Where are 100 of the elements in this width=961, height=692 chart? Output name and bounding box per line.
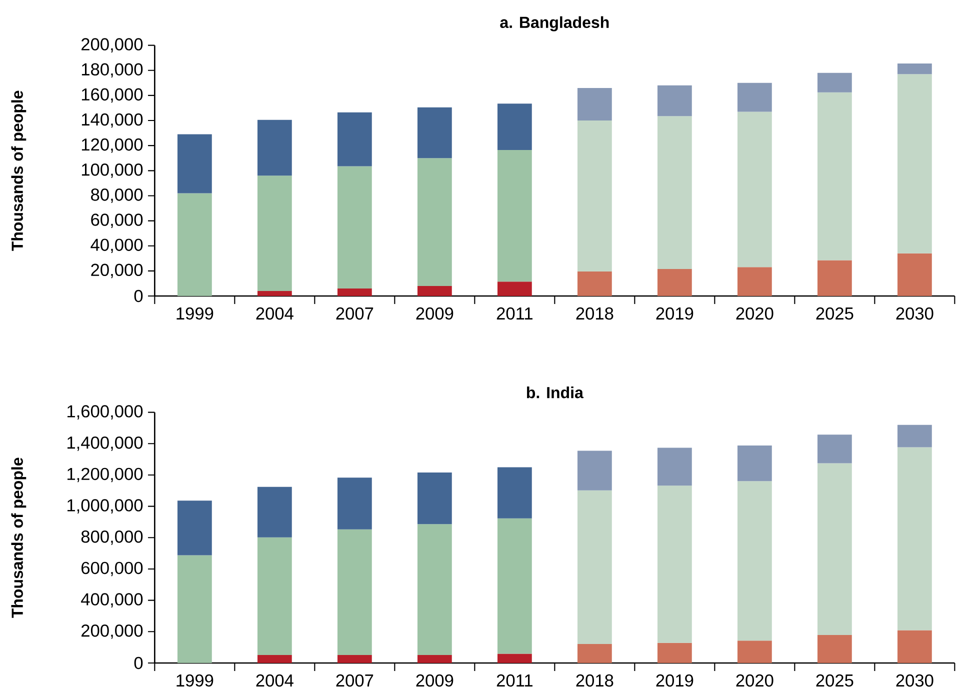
bar (177, 134, 212, 194)
bar (417, 107, 452, 158)
bar (657, 642, 692, 663)
x-tick-label: 1999 (176, 307, 214, 320)
y-axis-title: Thousands of people (11, 458, 26, 618)
y-tick-label: 20,000 (91, 264, 143, 278)
y-tick-label: 80,000 (91, 188, 143, 203)
y-tick-label: 0 (134, 656, 143, 670)
y-tick-label: 1,200,000 (68, 468, 143, 482)
bar (177, 193, 212, 296)
bar (177, 500, 212, 556)
y-tick-label: 0 (134, 290, 143, 302)
bar (897, 74, 932, 254)
bar (257, 486, 292, 538)
bar (657, 448, 692, 486)
bar (657, 269, 692, 296)
bar (337, 654, 372, 663)
bar (737, 446, 772, 482)
y-tick-label: 180,000 (82, 63, 143, 78)
x-tick-label: 2030 (896, 674, 934, 687)
x-tick-label: 2011 (496, 674, 532, 687)
x-tick-label: 2011 (496, 307, 532, 320)
y-tick-label: 60,000 (91, 214, 143, 228)
x-tick-label: 2009 (416, 674, 454, 687)
bar (737, 640, 772, 663)
bar (817, 92, 852, 260)
bar (817, 463, 852, 635)
y-tick-label: 1,000,000 (68, 499, 143, 514)
bar (577, 88, 612, 121)
y-tick-label: 600,000 (82, 562, 143, 576)
bar (897, 253, 932, 296)
y-axis-title: Thousands of people (11, 90, 26, 251)
x-tick-label: 2009 (416, 307, 454, 320)
bar (897, 424, 932, 448)
bar (657, 85, 692, 116)
x-tick-label: 2007 (336, 307, 374, 320)
chart-title: b. India (526, 386, 584, 398)
y-tick-label: 120,000 (82, 138, 143, 153)
bar (257, 120, 292, 176)
y-tick-label: 1,400,000 (68, 436, 143, 451)
bar (817, 72, 852, 92)
x-tick-label: 2025 (816, 674, 854, 687)
y-tick-label: 400,000 (81, 593, 143, 608)
bar (897, 64, 932, 74)
y-tick-label: 160,000 (82, 88, 143, 103)
x-tick-label: 2019 (656, 307, 694, 320)
bar (657, 116, 692, 270)
x-tick-label: 2004 (256, 307, 294, 320)
chart-title: a. Bangladesh (500, 16, 609, 32)
y-tick-label: 800,000 (81, 530, 143, 545)
x-tick-label: 2018 (576, 307, 614, 320)
bar (497, 518, 532, 654)
bar (817, 434, 852, 464)
bar (577, 644, 612, 663)
x-tick-label: 2020 (736, 307, 774, 320)
bar (737, 82, 772, 112)
x-tick-label: 2018 (576, 674, 614, 687)
bar (737, 267, 772, 296)
x-tick-label: 2004 (256, 674, 294, 687)
x-tick-label: 2020 (736, 674, 774, 687)
bar (417, 158, 452, 286)
bar (337, 529, 372, 655)
bar (417, 524, 452, 655)
x-tick-label: 2030 (896, 307, 934, 320)
bar (337, 166, 372, 288)
x-tick-label: 2007 (336, 674, 374, 687)
y-tick-label: 140,000 (82, 113, 143, 128)
bar (657, 486, 692, 643)
y-tick-label: 200,000 (82, 38, 143, 52)
bar (497, 150, 532, 282)
x-tick-label: 2019 (656, 674, 694, 687)
bar (337, 478, 372, 530)
bar (577, 490, 612, 644)
bar (337, 112, 372, 166)
bar (177, 555, 212, 663)
bar (497, 104, 532, 150)
bar (897, 447, 932, 630)
bar (737, 112, 772, 268)
bar (337, 288, 372, 296)
bar (577, 120, 612, 272)
bar (257, 290, 292, 296)
bar (577, 272, 612, 296)
bar (897, 630, 932, 663)
bar (417, 654, 452, 663)
y-tick-label: 1,600,000 (68, 405, 143, 420)
bar (497, 282, 532, 296)
bar (257, 537, 292, 655)
bar (817, 634, 852, 663)
y-tick-label: 100,000 (82, 163, 143, 178)
y-tick-label: 200,000 (82, 624, 143, 639)
bar (817, 260, 852, 296)
bar (497, 654, 532, 663)
bar (417, 472, 452, 524)
x-tick-label: 1999 (176, 674, 214, 687)
bar (257, 654, 292, 663)
y-tick-label: 40,000 (90, 238, 143, 254)
bar (577, 450, 612, 490)
bar (257, 176, 292, 291)
bar (417, 286, 452, 296)
bar (497, 467, 532, 518)
